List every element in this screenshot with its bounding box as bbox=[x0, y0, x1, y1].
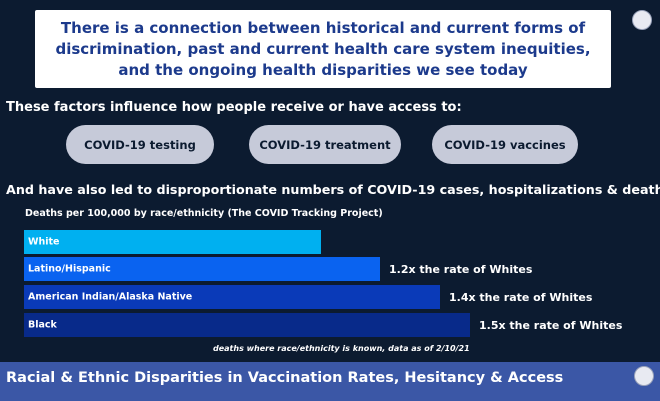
chart-title: Deaths per 100,000 by race/ethnicity (Th… bbox=[25, 208, 383, 219]
chart-note: deaths where race/ethnicity is known, da… bbox=[213, 344, 470, 353]
factors-intro: These factors influence how people recei… bbox=[6, 100, 462, 115]
bar-american-indian-alaska-native: American Indian/Alaska Native bbox=[24, 285, 440, 309]
bar-latino-hispanic: Latino/Hispanic bbox=[24, 257, 380, 281]
nav-dot-top-icon[interactable] bbox=[632, 10, 652, 30]
bar-label: American Indian/Alaska Native bbox=[28, 291, 193, 303]
bar-annotation: 1.4x the rate of Whites bbox=[449, 291, 593, 304]
headline-text: There is a connection between historical… bbox=[55, 18, 591, 79]
bar-annotation: 1.2x the rate of Whites bbox=[389, 263, 533, 276]
bar-label: Black bbox=[28, 319, 57, 331]
bar-white: White bbox=[24, 230, 321, 254]
covid-treatment-button[interactable]: COVID-19 treatment bbox=[249, 125, 401, 164]
covid-vaccines-button[interactable]: COVID-19 vaccines bbox=[432, 125, 578, 164]
footer-link[interactable]: Racial & Ethnic Disparities in Vaccinati… bbox=[6, 370, 564, 386]
headline-box: There is a connection between historical… bbox=[35, 10, 611, 88]
bar-label: White bbox=[28, 236, 60, 248]
footer-bar bbox=[0, 362, 660, 401]
consequence-text: And have also led to disproportionate nu… bbox=[6, 182, 660, 197]
bar-black: Black bbox=[24, 313, 470, 337]
nav-dot-bottom-icon[interactable] bbox=[634, 366, 654, 386]
bar-label: Latino/Hispanic bbox=[28, 263, 111, 275]
bar-annotation: 1.5x the rate of Whites bbox=[479, 319, 623, 332]
covid-testing-button[interactable]: COVID-19 testing bbox=[66, 125, 214, 164]
